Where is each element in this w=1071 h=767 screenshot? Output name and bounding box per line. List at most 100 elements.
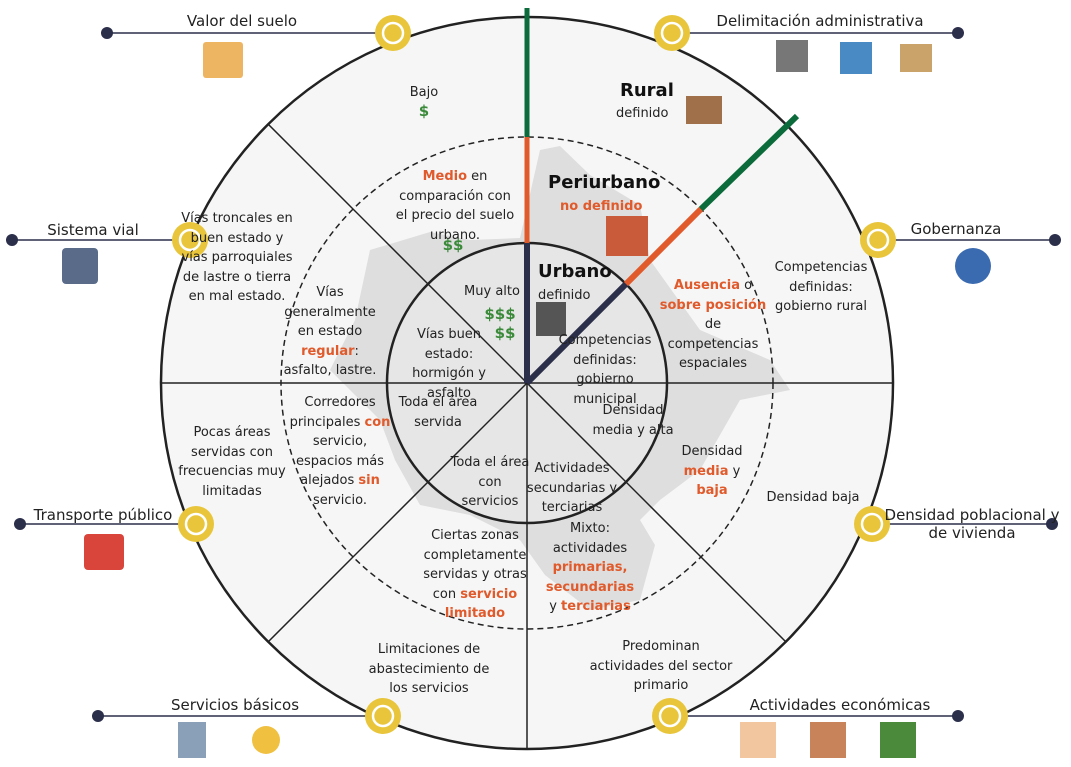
end-dot [101,27,113,39]
text-run: Vías generalmente en estado [284,285,376,339]
sector-text: Limitaciones de abastecimiento de los se… [364,640,494,699]
sector-text: Vías generalmente en estado regular: asf… [275,283,385,381]
text-run: Limitaciones de abastecimiento de los se… [368,642,490,696]
text-run: Mixto: actividades [552,521,628,556]
text-run: de competencias espaciales [667,317,759,371]
highlight-text: Medio [422,169,468,184]
text-run: Competencias definidas: gobierno rural [774,260,868,314]
axis-dot-inner [660,21,684,45]
text-run: Densidad baja [766,490,860,505]
text-run: servicio, espacios más alejados [295,434,384,488]
zone-name: Rural [620,80,674,101]
end-dot [952,27,964,39]
sector-text: Densidad baja [753,488,873,508]
text-run: Competencias definidas: gobierno municip… [558,333,652,407]
sector-text: Mixto: actividades primarias, secundaria… [540,519,640,617]
text-run: Vías buen estado: hormigón y asfalto [412,327,486,401]
sector-text: Toda el área con servicios [450,453,530,512]
end-dot [1046,518,1058,530]
dimension-label: Servicios básicos [170,696,300,714]
text-run: Corredores principales [289,395,376,430]
text-run: Ciertas zonas completamente servidas y o… [423,528,527,602]
sector-text: Competencias definidas: gobierno rural [761,258,881,317]
text-run: y [549,599,562,614]
sector-text: Vías troncales en buen estado y vías par… [177,209,297,307]
highlight-text: sobre posición [659,297,767,313]
highlight-text: primarias, secundarias [545,560,635,595]
end-dot [92,710,104,722]
text-run: Vías troncales en buen estado y vías par… [181,211,293,304]
dimension-label: Delimitación administrativa [716,12,924,30]
text-run: o [739,278,753,293]
sector-text: Densidad media y baja [667,442,757,501]
price-symbol: $$$ [484,305,516,323]
text-run: Densidad [681,444,743,459]
highlight-text: servicio limitado [444,586,518,622]
dimension-label: Densidad poblacional y de vivienda [884,506,1060,542]
sector-text: $$ [428,236,478,257]
dimension-label: Sistema vial [47,221,139,239]
axis-dot-inner [371,704,395,728]
text-run: Pocas áreas servidas con frecuencias muy… [178,425,286,499]
end-dot [1049,234,1061,246]
text-run: Bajo [409,85,439,100]
dimension-label: Transporte público [33,506,173,524]
highlight-text: con [364,414,391,430]
periurban-diag [623,206,704,287]
dimension-label: Valor del suelo [186,12,298,30]
end-dot [14,518,26,530]
sector-text: Pocas áreas servidas con frecuencias muy… [172,423,292,501]
price-symbol: $$ [494,324,516,342]
highlight-text: regular [301,343,355,359]
price-symbol: $$ [442,236,464,254]
end-dot [6,234,18,246]
dimension-label: Actividades económicas [749,696,931,714]
text-run: Predominan actividades del sector primar… [589,639,733,693]
sector-text: Bajo [394,83,454,103]
zone-status: definido [616,106,669,121]
sector-text: Toda el área servida [388,393,488,432]
sector-text: Ciertas zonas completamente servidas y o… [420,526,530,624]
zone-status: definido [538,288,591,303]
axis-dot-inner [178,228,202,252]
sector-text: Medio en comparación con el precio del s… [395,167,515,245]
text-run: Actividades secundarias y terciarias [526,461,618,515]
text-run: Toda el área servida [398,395,478,430]
highlight-text: baja [696,483,728,498]
connectors [6,15,1061,734]
highlight-text: Ausencia [673,278,740,293]
text-run: Muy alto [464,284,520,299]
highlight-text: sin [358,473,380,488]
zone-status: no definido [560,199,643,214]
text-run: y [728,463,741,479]
highlight-text: media [683,463,729,479]
sector-text: Vías buen estado: hormigón y asfalto [397,325,502,403]
sector-text: Competencias definidas: gobierno municip… [550,331,660,409]
axis-dot-inner [184,512,208,536]
text-run: servicio. [312,492,368,508]
rural-diag [698,113,800,212]
dimension-label: Gobernanza [910,220,1002,238]
price-symbol: $ [418,102,430,120]
axis-dot-inner [866,228,890,252]
sector-text: Predominan actividades del sector primar… [586,637,736,696]
text-run: : asfalto, lastre. [283,343,377,379]
text-run: Densidad media y alta [592,403,674,438]
icons [62,40,991,758]
sector-text: $$ [480,324,530,345]
sector-text: Densidad media y alta [588,401,678,440]
axis-dot-inner [658,704,682,728]
sector-text: Actividades secundarias y terciarias [522,459,622,518]
zone-name: Urbano [538,261,612,282]
sector-text: Ausencia o sobre posición de competencia… [658,276,768,374]
highlight-text: terciarias [561,599,631,614]
zone-name: Periurbano [548,172,661,193]
sector-text: Corredores principales con servicio, esp… [284,393,396,510]
territory-shape [330,146,790,610]
text-run: Toda el área con servicios [450,455,530,509]
sector-text: Muy alto [452,282,532,302]
end-dot [952,710,964,722]
axis-dot-inner [381,21,405,45]
